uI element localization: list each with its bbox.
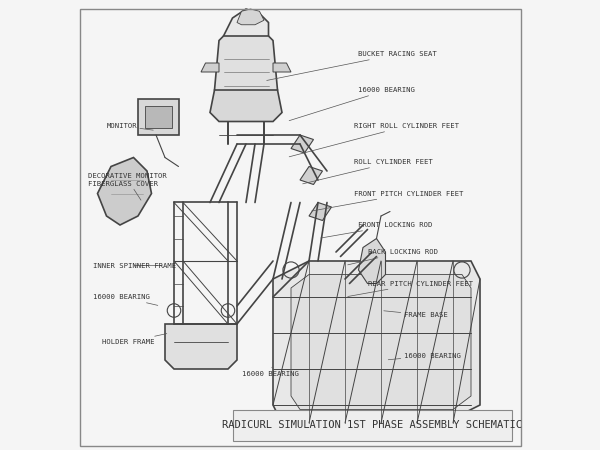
Text: 16000 BEARING: 16000 BEARING (93, 294, 158, 306)
Polygon shape (291, 274, 471, 410)
Text: MONITOR: MONITOR (107, 123, 153, 130)
Text: RIGHT ROLL CYLINDER FEET: RIGHT ROLL CYLINDER FEET (289, 123, 459, 157)
Polygon shape (273, 63, 291, 72)
Polygon shape (210, 90, 282, 122)
Text: HOLDER FRAME: HOLDER FRAME (102, 333, 167, 345)
Text: BUCKET RACING SEAT: BUCKET RACING SEAT (267, 51, 437, 81)
Text: 16000 BEARING: 16000 BEARING (388, 352, 460, 360)
Polygon shape (165, 324, 237, 369)
Text: 16000 BEARING: 16000 BEARING (241, 367, 298, 377)
Text: 16000 BEARING: 16000 BEARING (289, 87, 415, 121)
Text: INNER SPINNER FRAME: INNER SPINNER FRAME (93, 262, 176, 269)
Text: DECORATIVE MONITOR
FIBERGLASS COVER: DECORATIVE MONITOR FIBERGLASS COVER (89, 174, 167, 200)
Text: ROLL CYLINDER FEET: ROLL CYLINDER FEET (302, 159, 433, 184)
Text: FRAME BASE: FRAME BASE (384, 311, 447, 318)
Polygon shape (215, 36, 277, 99)
Polygon shape (309, 202, 331, 220)
Polygon shape (237, 9, 264, 25)
Text: RADICURL SIMULATION 1ST PHASE ASSEMBLY SCHEMATIC: RADICURL SIMULATION 1ST PHASE ASSEMBLY S… (222, 420, 522, 430)
Polygon shape (145, 106, 172, 128)
Polygon shape (300, 166, 323, 184)
Text: REAR PITCH CYLINDER FEET: REAR PITCH CYLINDER FEET (348, 280, 473, 297)
Polygon shape (201, 63, 219, 72)
Polygon shape (223, 9, 269, 50)
Text: FRONT LOCKING ROD: FRONT LOCKING ROD (321, 222, 433, 238)
Polygon shape (336, 320, 359, 342)
Polygon shape (138, 99, 179, 135)
Text: BACK LOCKING ROD: BACK LOCKING ROD (348, 249, 437, 265)
Polygon shape (331, 288, 354, 310)
Polygon shape (97, 158, 151, 225)
Polygon shape (291, 135, 314, 153)
Polygon shape (273, 261, 480, 423)
Text: FRONT PITCH CYLINDER FEET: FRONT PITCH CYLINDER FEET (312, 190, 463, 211)
FancyBboxPatch shape (233, 410, 511, 441)
Polygon shape (359, 238, 386, 284)
